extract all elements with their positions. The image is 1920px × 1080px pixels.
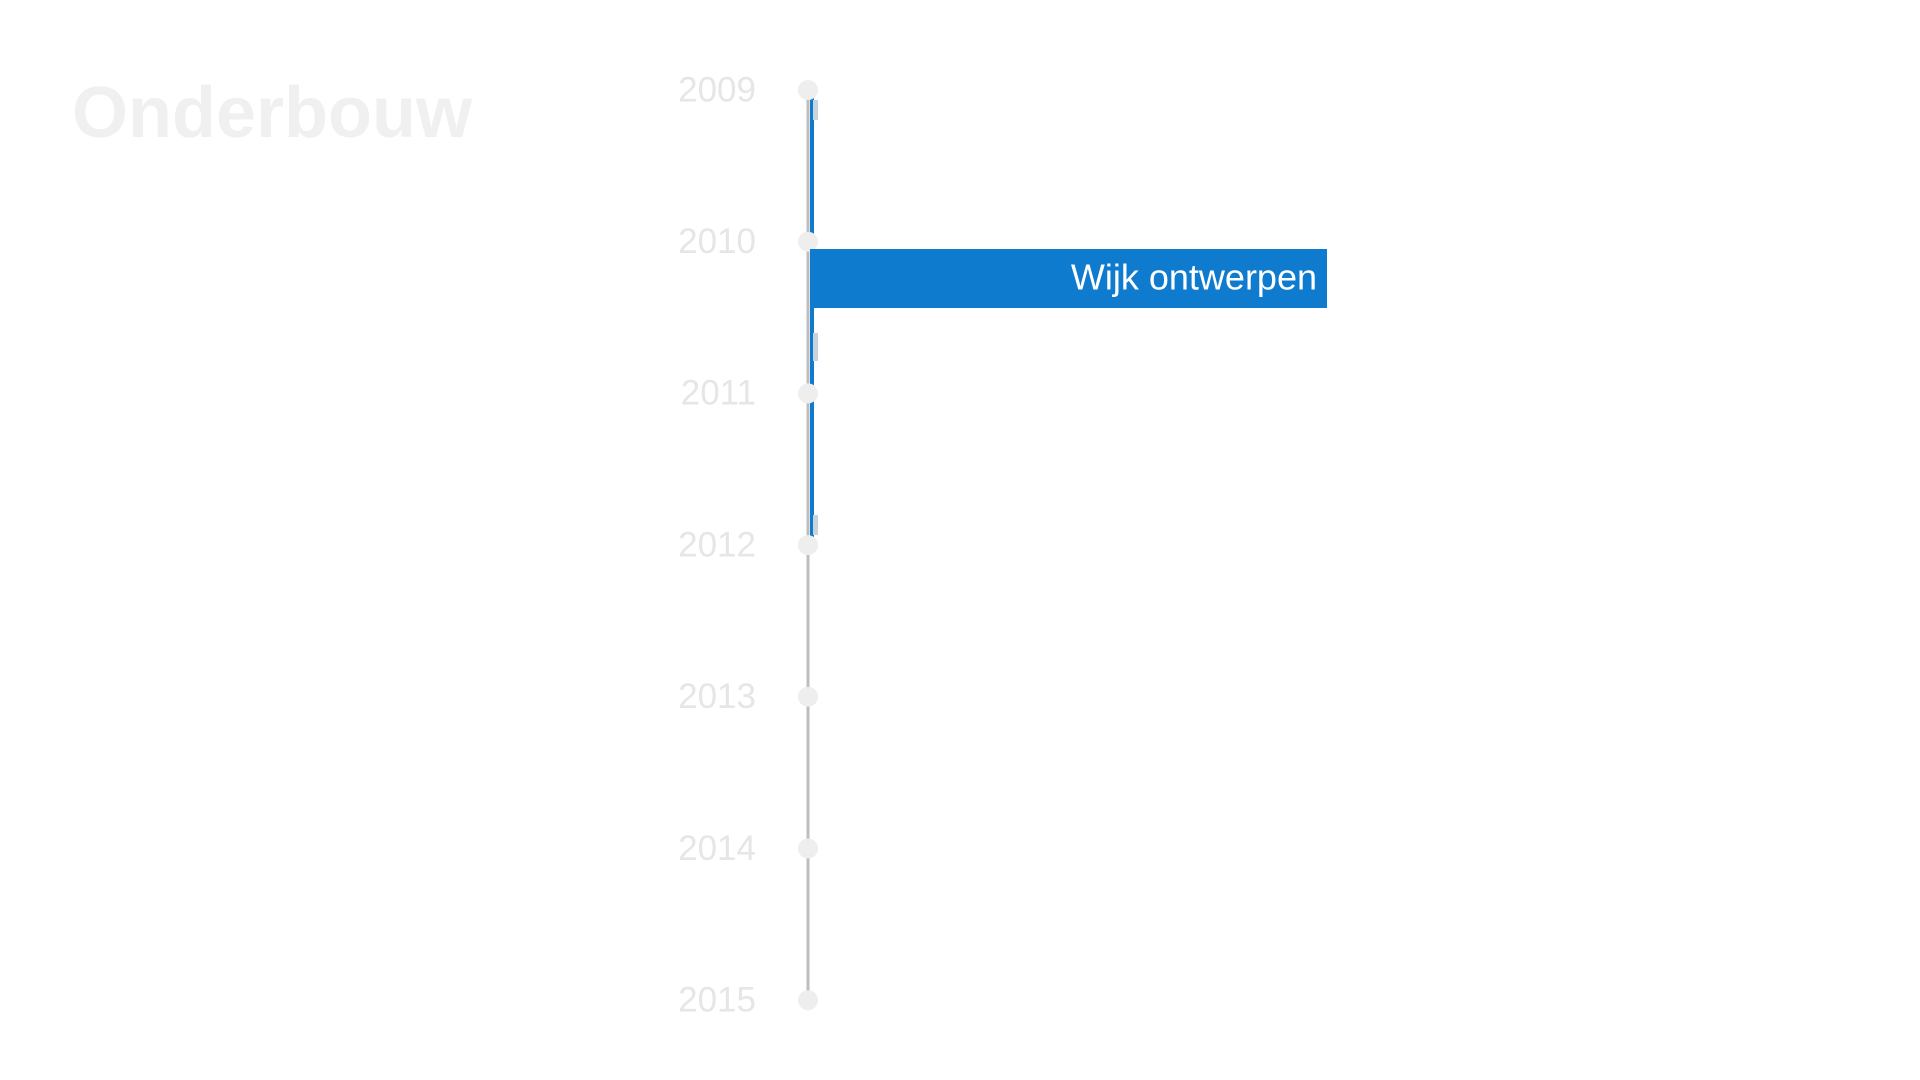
year-label: 2009	[678, 70, 756, 109]
year-label: 2011	[681, 374, 756, 413]
span-tick	[813, 100, 818, 120]
bar-label: Wijk ontwerpen	[1071, 257, 1317, 298]
year-label: 2014	[678, 829, 756, 868]
year-dot	[798, 383, 818, 404]
page-title: Onderbouw	[72, 73, 473, 153]
year-dot	[798, 535, 818, 556]
year-dot	[798, 80, 818, 100]
year-label: 2012	[678, 525, 756, 564]
year-label: 2015	[678, 980, 756, 1019]
year-dot	[798, 838, 818, 859]
timeline-bar	[810, 249, 1327, 308]
span-tick	[813, 515, 818, 535]
year-dot	[798, 990, 818, 1011]
year-dot	[798, 686, 818, 707]
span-tick	[813, 333, 818, 361]
year-label: 2010	[678, 222, 756, 261]
year-label: 2013	[678, 677, 756, 716]
year-dot	[798, 231, 818, 252]
